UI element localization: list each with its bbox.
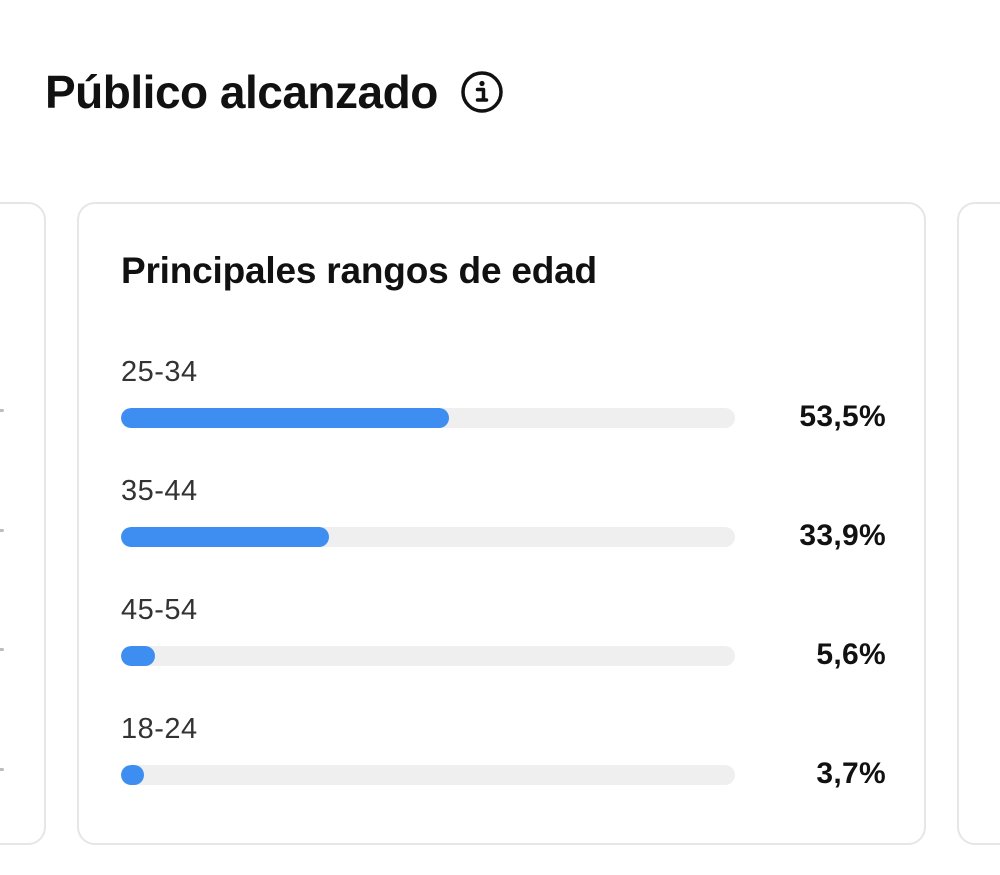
section-header: Público alcanzado	[45, 62, 504, 122]
age-row: 18-24 3,7%	[121, 713, 886, 793]
previous-card-tick	[0, 648, 4, 651]
age-row: 45-54 5,6%	[121, 594, 886, 674]
age-label: 25-34	[121, 356, 198, 388]
next-card[interactable]	[957, 202, 1000, 845]
age-bar-fill	[121, 527, 330, 547]
age-bar-track	[121, 646, 735, 666]
card-title: Principales rangos de edad	[121, 250, 597, 291]
previous-card-tick	[0, 529, 4, 532]
age-bar-fill	[121, 765, 144, 785]
age-row: 35-44 33,9%	[121, 475, 886, 555]
previous-card-tick	[0, 409, 4, 412]
age-percent: 5,6%	[816, 638, 886, 671]
age-label: 18-24	[121, 713, 198, 745]
age-percent: 3,7%	[816, 757, 886, 790]
info-icon[interactable]	[460, 70, 504, 114]
age-bar-track	[121, 527, 735, 547]
previous-card[interactable]	[0, 202, 46, 845]
age-ranges-card: Principales rangos de edad 25-34 53,5% 3…	[77, 202, 926, 845]
age-bar-fill	[121, 646, 156, 666]
age-bar-track	[121, 408, 735, 428]
age-percent: 33,9%	[799, 519, 886, 552]
page-title: Público alcanzado	[45, 66, 438, 118]
age-label: 35-44	[121, 475, 198, 507]
previous-card-tick	[0, 768, 4, 771]
age-label: 45-54	[121, 594, 198, 626]
age-bar-fill	[121, 408, 450, 428]
age-row: 25-34 53,5%	[121, 356, 886, 436]
age-percent: 53,5%	[799, 400, 886, 433]
age-bar-track	[121, 765, 735, 785]
